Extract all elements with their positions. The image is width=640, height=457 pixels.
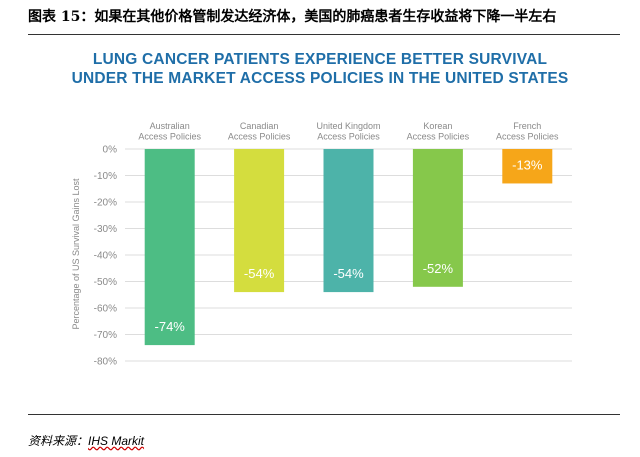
category-label: Access Policies: [228, 132, 291, 142]
category-label: Australian: [150, 121, 190, 131]
category-label: Access Policies: [496, 132, 559, 142]
y-tick-label: -10%: [94, 171, 117, 182]
y-tick-label: -40%: [94, 251, 117, 262]
category-label: Access Policies: [317, 132, 380, 142]
bottom-divider: [28, 414, 620, 415]
bar-chart: 0% -10% -20% -30% -40% -50% -60% -70% -80% Austr…: [71, 121, 572, 368]
y-tick-label: -50%: [94, 277, 117, 288]
y-tick-label: -60%: [94, 304, 117, 315]
chart-title-line-1: LUNG CANCER PATIENTS EXPERIENCE BETTER S…: [92, 51, 548, 68]
category-label: Access Policies: [138, 132, 201, 142]
y-tick-label: -20%: [94, 198, 117, 209]
source-note: 资料来源：IHS Markit: [28, 432, 144, 449]
category-label: Canadian: [240, 121, 279, 131]
y-axis-label: Percentage of US Survival Gains Lost: [71, 178, 81, 330]
category-label: United Kingdom: [316, 121, 380, 131]
y-tick-label: -30%: [94, 224, 117, 235]
bar: [234, 149, 285, 293]
data-label: -54%: [244, 266, 275, 281]
y-tick-label: -70%: [94, 330, 117, 341]
data-label: -52%: [423, 261, 454, 276]
figure-caption: 图表 15：如果在其他价格管制发达经济体，美国的肺癌患者生存收益将下降一半左右: [28, 9, 557, 25]
category-label: French: [513, 121, 541, 131]
bar: [144, 149, 195, 346]
bar: [323, 149, 374, 293]
category-label: Korean: [423, 121, 452, 131]
bar: [502, 149, 553, 184]
bar: [412, 149, 463, 287]
source-label: 资料来源：: [28, 434, 89, 448]
source-name: IHS Markit: [88, 434, 145, 448]
data-label: -54%: [333, 266, 364, 281]
data-label: -74%: [155, 319, 186, 334]
y-tick-label: 0%: [103, 145, 118, 156]
data-label: -13%: [512, 157, 543, 172]
category-label: Access Policies: [407, 132, 470, 142]
y-tick-label: -80%: [94, 357, 117, 368]
chart-title-line-2: UNDER THE MARKET ACCESS POLICIES IN THE …: [71, 70, 569, 87]
top-divider: [28, 34, 620, 35]
